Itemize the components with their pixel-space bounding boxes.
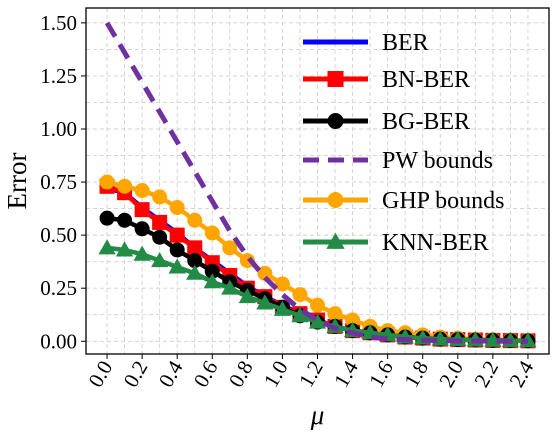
- legend-marker-bn-ber: [327, 71, 344, 87]
- data-point-ghp-bounds: [99, 174, 115, 190]
- y-axis-label: Error: [2, 153, 32, 210]
- data-point-ghp-bounds: [169, 200, 185, 216]
- legend-marker-ghp-bounds: [327, 192, 344, 208]
- data-point-knn-ber: [308, 313, 327, 329]
- data-point-knn-ber: [291, 307, 309, 323]
- series-line-pw-bounds: [104, 21, 528, 344]
- x-tick-label: 0.0: [83, 357, 117, 392]
- series-pw-bounds: [104, 21, 528, 344]
- data-point-ghp-bounds: [134, 183, 150, 199]
- data-point-bg-ber: [169, 242, 185, 258]
- data-point-ghp-bounds: [345, 312, 361, 328]
- legend: BER BN-BER BG-BER PW bounds GHP bounds KNN-BE…: [303, 30, 504, 256]
- x-tick-label: 1.8: [399, 357, 433, 392]
- legend-label-bn-ber: BN-BER: [382, 67, 470, 93]
- data-point-knn-ber: [221, 279, 239, 295]
- data-point-ghp-bounds: [117, 178, 133, 194]
- data-point-ghp-bounds: [310, 297, 325, 313]
- data-point-ghp-bounds: [292, 287, 308, 303]
- data-point-ghp-bounds: [152, 189, 168, 205]
- data-point-ghp-bounds: [274, 276, 290, 292]
- x-tick-label: 0.8: [224, 357, 258, 392]
- data-point-knn-ber: [151, 251, 169, 268]
- data-point-ghp-bounds: [187, 212, 203, 228]
- y-tick-label: 1.50: [40, 11, 77, 35]
- data-point-bn-ber: [187, 240, 203, 256]
- x-tick-label: 1.4: [329, 356, 363, 391]
- data-point-knn-ber: [98, 239, 116, 255]
- x-tick-label: 2.2: [469, 357, 503, 392]
- x-tick-label: 2.4: [504, 356, 538, 391]
- legend-label-ber: BER: [382, 30, 429, 56]
- data-point-knn-ber: [256, 294, 274, 310]
- data-point-bg-ber: [187, 253, 203, 269]
- data-point-knn-ber: [203, 273, 221, 289]
- data-point-bn-ber: [152, 214, 168, 230]
- x-tick-label: 0.6: [189, 357, 223, 392]
- legend-label-pw-bounds: PW bounds: [382, 148, 493, 174]
- data-point-bg-ber: [152, 229, 168, 245]
- x-tick-label: 1.0: [259, 357, 293, 392]
- y-tick-label: 1.00: [40, 117, 77, 141]
- data-point-bn-ber: [134, 202, 150, 218]
- series-layer: [98, 21, 537, 349]
- y-tick-label: 1.25: [40, 64, 77, 88]
- legend-label-bg-ber: BG-BER: [382, 109, 470, 135]
- data-point-ghp-bounds: [327, 306, 343, 322]
- data-point-bg-ber: [204, 263, 220, 279]
- data-point-knn-ber: [168, 258, 186, 274]
- series-ghp-bounds: [99, 174, 536, 348]
- legend-label-knn-ber: KNN-BER: [382, 230, 489, 256]
- x-tick-label: 1.2: [294, 357, 328, 392]
- y-tick-label: 0.00: [40, 329, 77, 353]
- x-tick-label: 1.6: [364, 357, 398, 392]
- y-tick-label: 0.50: [40, 223, 77, 247]
- data-point-bg-ber: [134, 221, 150, 237]
- data-point-knn-ber: [133, 245, 151, 261]
- x-tick-label: 0.4: [154, 356, 188, 391]
- legend-marker-knn-ber: [326, 232, 345, 249]
- data-point-bg-ber: [99, 210, 115, 226]
- data-point-ghp-bounds: [257, 265, 273, 281]
- data-point-ghp-bounds: [222, 240, 238, 256]
- legend-label-ghp-bounds: GHP bounds: [382, 188, 504, 214]
- x-tick-label: 0.2: [119, 357, 153, 392]
- data-point-knn-ber: [186, 264, 204, 280]
- data-point-bn-ber: [169, 227, 185, 243]
- data-point-bg-ber: [117, 212, 133, 228]
- data-point-knn-ber: [273, 300, 292, 316]
- x-axis-label: μ: [310, 400, 325, 430]
- data-point-knn-ber: [115, 241, 134, 257]
- data-point-knn-ber: [238, 288, 256, 304]
- y-tick-label: 0.75: [40, 170, 77, 194]
- x-tick-label: 2.0: [434, 357, 468, 392]
- data-point-ghp-bounds: [204, 225, 220, 241]
- y-tick-label: 0.25: [40, 276, 77, 300]
- legend-marker-bg-ber: [327, 113, 344, 129]
